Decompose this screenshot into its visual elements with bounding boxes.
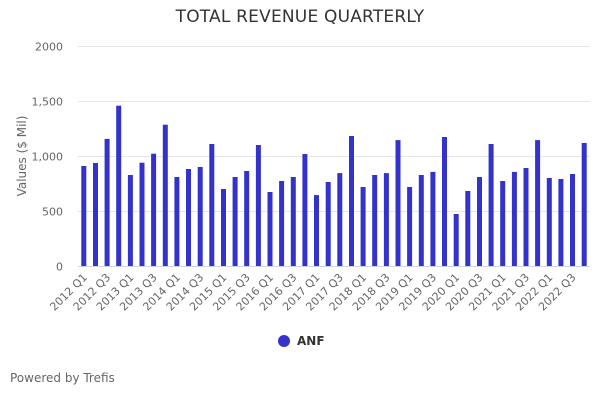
bar-2022-q2[interactable] xyxy=(558,179,564,266)
bar-2017-q2[interactable] xyxy=(325,182,331,266)
bar-2013-q2[interactable] xyxy=(139,162,145,266)
bar-2016-q2[interactable] xyxy=(279,181,285,266)
bar-2020-q3[interactable] xyxy=(477,177,482,266)
bar-series-anf xyxy=(81,105,587,266)
bar-2020-q2[interactable] xyxy=(465,191,471,266)
bar-2012-q4[interactable] xyxy=(116,105,122,266)
bar-2018-q4[interactable] xyxy=(395,140,401,266)
bar-2019-q1[interactable] xyxy=(407,187,413,266)
y-axis-label: Values ($ Mil) xyxy=(15,116,29,197)
bar-2021-q4[interactable] xyxy=(535,140,541,266)
bar-2019-q3[interactable] xyxy=(430,171,436,266)
bar-2015-q1[interactable] xyxy=(221,189,226,266)
bar-2014-q4[interactable] xyxy=(209,144,215,266)
bar-2012-q1[interactable] xyxy=(81,166,87,266)
bar-2016-q1[interactable] xyxy=(267,192,273,266)
bar-2018-q1[interactable] xyxy=(360,187,366,266)
bar-2013-q1[interactable] xyxy=(127,175,133,266)
bar-2012-q3[interactable] xyxy=(104,138,110,266)
bar-2020-q1[interactable] xyxy=(453,214,459,266)
bar-2017-q4[interactable] xyxy=(349,136,354,266)
bar-2021-q1[interactable] xyxy=(500,181,506,266)
bar-2014-q1[interactable] xyxy=(174,177,180,266)
bar-2021-q2[interactable] xyxy=(511,171,517,266)
bar-2022-q4[interactable] xyxy=(581,143,587,266)
bar-2016-q3[interactable] xyxy=(290,177,296,266)
bar-2017-q1[interactable] xyxy=(314,195,319,266)
bar-2019-q4[interactable] xyxy=(442,137,447,266)
y-tick-label: 1,000 xyxy=(32,151,64,164)
y-tick-label: 500 xyxy=(42,206,63,219)
bar-2022-q1[interactable] xyxy=(546,178,552,266)
chart-title: TOTAL REVENUE QUARTERLY xyxy=(175,7,425,27)
bar-2020-q4[interactable] xyxy=(488,144,494,266)
bar-2016-q4[interactable] xyxy=(302,154,308,266)
bar-2014-q3[interactable] xyxy=(197,167,203,266)
bar-2013-q4[interactable] xyxy=(162,124,168,266)
powered-by-footer: Powered by Trefis xyxy=(10,371,115,385)
y-axis-ticks: 0 500 1,000 1,500 2000 xyxy=(32,41,64,274)
y-tick-label: 1,500 xyxy=(32,96,64,109)
legend-marker-anf[interactable] xyxy=(278,335,290,347)
bar-2013-q3[interactable] xyxy=(151,153,157,266)
bar-2017-q3[interactable] xyxy=(337,173,343,266)
bar-2019-q2[interactable] xyxy=(418,175,424,266)
bar-2018-q2[interactable] xyxy=(372,175,378,266)
bar-2012-q2[interactable] xyxy=(93,163,98,266)
bar-2015-q2[interactable] xyxy=(232,177,238,266)
legend-label-anf[interactable]: ANF xyxy=(297,334,325,348)
bar-2015-q4[interactable] xyxy=(255,145,261,266)
bar-2018-q3[interactable] xyxy=(383,173,389,266)
y-tick-label: 0 xyxy=(56,261,63,274)
legend: ANF xyxy=(278,334,325,348)
bar-2015-q3[interactable] xyxy=(244,171,250,266)
bar-2021-q3[interactable] xyxy=(523,168,529,266)
bar-2014-q2[interactable] xyxy=(186,169,191,266)
bar-2022-q3[interactable] xyxy=(570,174,575,266)
y-tick-label: 2000 xyxy=(35,41,63,54)
